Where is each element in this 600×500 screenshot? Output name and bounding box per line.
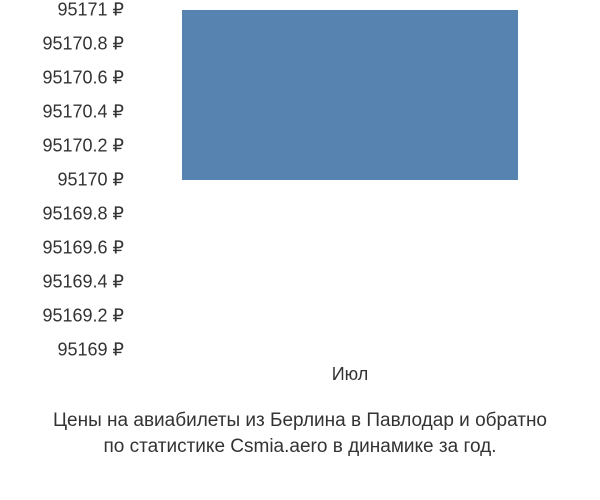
y-tick-label: 95170.2 ₽ <box>42 136 124 157</box>
y-tick-label: 95169.8 ₽ <box>42 204 124 225</box>
chart-caption: Цены на авиабилеты из Берлина в Павлодар… <box>0 408 600 459</box>
y-tick-label: 95170.6 ₽ <box>42 68 124 89</box>
caption-line-2: по статистике Csmia.aero в динамике за г… <box>104 436 497 457</box>
y-tick-label: 95169.6 ₽ <box>42 238 124 259</box>
bar <box>182 10 517 180</box>
y-tick-label: 95170.4 ₽ <box>42 102 124 123</box>
chart-area: 95171 ₽ 95170.8 ₽ 95170.6 ₽ 95170.4 ₽ 95170.… <box>0 0 600 360</box>
x-tick-label: Июл <box>332 364 369 385</box>
y-tick-label: 95170 ₽ <box>57 170 124 191</box>
x-axis: Июл <box>135 360 565 390</box>
y-tick-label: 95169.2 ₽ <box>42 306 124 327</box>
plot-area <box>135 10 565 350</box>
y-tick-label: 95170.8 ₽ <box>42 34 124 55</box>
y-axis: 95171 ₽ 95170.8 ₽ 95170.6 ₽ 95170.4 ₽ 95170.… <box>0 0 130 360</box>
y-tick-label: 95169.4 ₽ <box>42 272 124 293</box>
caption-line-1: Цены на авиабилеты из Берлина в Павлодар… <box>53 410 547 431</box>
y-tick-label: 95171 ₽ <box>57 0 124 21</box>
y-tick-label: 95169 ₽ <box>57 340 124 361</box>
